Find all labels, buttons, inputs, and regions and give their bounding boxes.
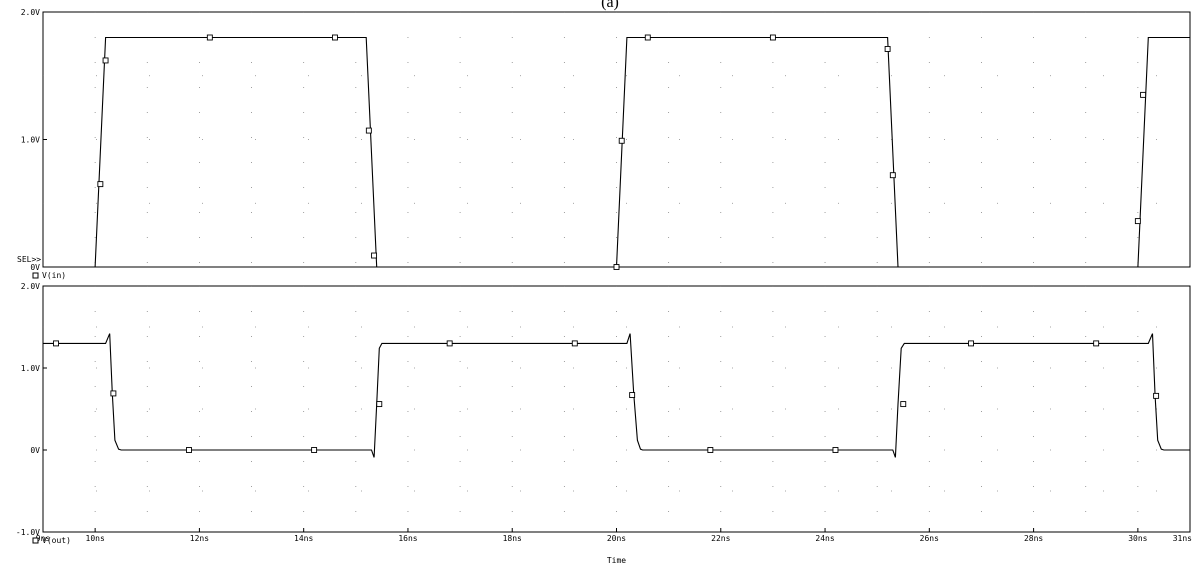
legend-vout: V(out) [32, 536, 71, 545]
grid-bottom [43, 286, 1190, 532]
series-vout [43, 333, 1190, 458]
x-axis-title: Time [607, 556, 626, 565]
y-axis-ticks-bottom: -1.0V 0V 1.0V 2.0V [16, 282, 47, 537]
data-point-marker [371, 252, 378, 259]
x-tick-label: 10ns [86, 534, 105, 543]
x-tick-label: 20ns [607, 534, 626, 543]
markers-vin [97, 34, 1147, 270]
x-tick-label: 12ns [190, 534, 209, 543]
data-point-marker [968, 340, 974, 347]
series-vin [43, 36, 1190, 268]
data-point-marker [110, 390, 117, 397]
data-point-marker [613, 264, 620, 270]
plot-frame-top [42, 11, 1191, 268]
x-tick-label: 24ns [815, 534, 834, 543]
data-point-marker [618, 137, 625, 144]
y-tick-label: -1.0V [16, 528, 40, 537]
y-tick-label: 2.0V [21, 8, 40, 17]
x-tick-label: 18ns [503, 534, 522, 543]
y-tick-label: 1.0V [21, 364, 40, 373]
data-point-marker [365, 127, 372, 134]
data-point-marker [97, 181, 104, 188]
data-point-marker [1140, 91, 1147, 98]
markers-vout [53, 340, 1160, 453]
bottom-panel-vout: -1.0V 0V 1.0V 2.0V 9ns 10ns 12ns 14ns 16ns 18ns 2… [16, 282, 1192, 565]
data-point-marker [186, 447, 192, 453]
data-point-marker [1093, 340, 1100, 347]
x-axis-ticks: 9ns 10ns 12ns 14ns 16ns 18ns 20ns 22ns 24ns 26ns 2… [36, 528, 1192, 543]
data-point-marker [446, 340, 453, 347]
series-line-vin [43, 36, 1190, 268]
data-point-marker [1134, 218, 1141, 225]
legend-label-vout: V(out) [42, 536, 71, 545]
data-point-marker [644, 34, 651, 41]
legend-marker-icon [32, 272, 39, 279]
x-tick-label: 16ns [398, 534, 417, 543]
data-point-marker [376, 401, 383, 408]
y-tick-label: 1.0V [21, 136, 40, 145]
data-point-marker [832, 447, 839, 453]
data-point-marker [889, 172, 896, 179]
data-point-marker [707, 447, 714, 453]
x-tick-label: 26ns [920, 534, 939, 543]
top-panel-vin: 0V 1.0V 2.0V SEL>> V(in) [17, 8, 1191, 280]
data-point-marker [102, 57, 109, 64]
series-line-vout [43, 333, 1190, 458]
legend-label-vin: V(in) [42, 271, 66, 280]
figure-label: (a) [601, 0, 619, 11]
data-point-marker [1153, 392, 1160, 399]
data-point-marker [900, 401, 907, 408]
x-tick-label: 14ns [294, 534, 313, 543]
x-tick-label: 9ns [36, 534, 51, 543]
data-point-marker [206, 34, 213, 41]
x-tick-label: 28ns [1024, 534, 1043, 543]
data-point-marker [332, 34, 338, 41]
legend-marker-icon [32, 537, 39, 544]
legend-vin: V(in) [32, 271, 66, 280]
data-point-marker [53, 340, 59, 347]
data-point-marker [629, 392, 636, 399]
y-tick-label: 0V [30, 446, 40, 455]
x-tick-label: 30ns [1128, 534, 1147, 543]
y-tick-label: 0V [30, 263, 40, 272]
sel-marker: SEL>> [17, 255, 41, 264]
data-point-marker [311, 447, 318, 453]
data-point-marker [884, 46, 891, 52]
grid-top [43, 12, 1190, 267]
x-tick-label: 22ns [711, 534, 730, 543]
y-tick-label: 2.0V [21, 282, 40, 291]
plot-frame-bottom [42, 285, 1191, 533]
data-point-marker [571, 340, 578, 347]
data-point-marker [769, 34, 776, 41]
x-tick-label: 31ns [1173, 534, 1192, 543]
